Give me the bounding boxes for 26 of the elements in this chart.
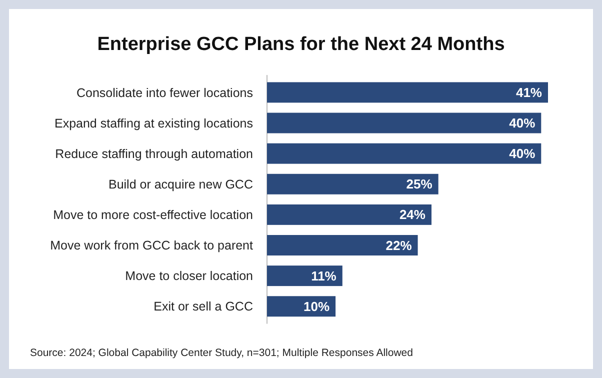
bar	[267, 204, 432, 225]
data-label: 24%	[399, 207, 426, 222]
bar	[267, 82, 548, 103]
data-label: 22%	[386, 238, 412, 253]
source-note: Source: 2024; Global Capability Center Study, n=301; Multiple Responses Allowed	[30, 347, 414, 359]
data-label: 25%	[406, 176, 433, 192]
chart-title: Enterprise GCC Plans for the Next 24 Months	[97, 34, 505, 55]
data-label: 11%	[311, 268, 337, 284]
bar	[267, 112, 542, 134]
data-label: 41%	[516, 84, 542, 100]
bar	[267, 266, 342, 286]
y-tick-label: Consolidate into fewer locations	[76, 86, 253, 100]
y-tick-label: Move to closer location	[125, 269, 254, 284]
bar	[267, 235, 418, 256]
y-tick-label: Reduce staffing through automation	[55, 146, 254, 161]
y-tick-label: Expand staffing at existing locations	[54, 116, 253, 130]
y-tick-label: Build or acquire new GCC	[108, 177, 253, 192]
y-tick-label: Move to more cost-effective location	[53, 208, 254, 222]
data-label: 40%	[509, 146, 536, 162]
bar	[267, 143, 542, 164]
data-label: 40%	[509, 116, 536, 131]
bar	[267, 296, 336, 317]
data-label: 10%	[304, 298, 330, 314]
y-tick-label: Exit or sell a GCC	[154, 300, 253, 314]
y-tick-label: Move work from GCC back to parent	[50, 238, 254, 253]
bar	[267, 174, 438, 194]
